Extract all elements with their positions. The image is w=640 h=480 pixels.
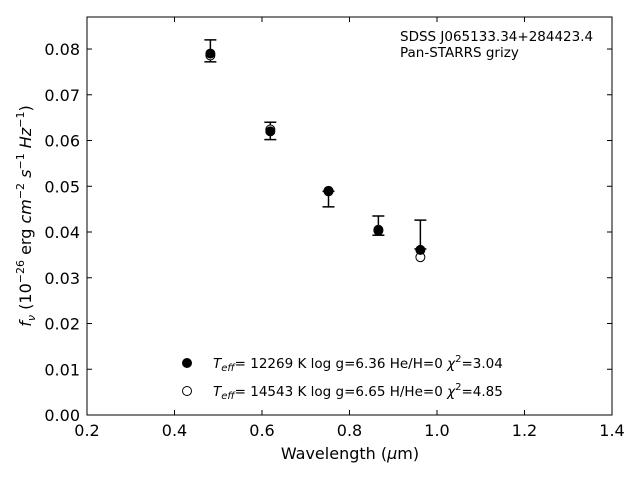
y-tick-label: 0.03 bbox=[44, 269, 80, 288]
y-tick-label: 0.04 bbox=[44, 223, 80, 242]
x-axis-ticks: 0.2 0.4 0.6 0.8 1.0 1.2 1.4 bbox=[74, 17, 625, 440]
x-axis-label: Wavelength (μm) bbox=[281, 444, 419, 463]
x-tick-label: 0.8 bbox=[337, 421, 362, 440]
data-points bbox=[205, 48, 426, 263]
x-axis-label-mu: μ bbox=[386, 444, 397, 463]
x-tick-label: 0.2 bbox=[74, 421, 99, 440]
y-tick-label: 0.07 bbox=[44, 86, 80, 105]
y-tick-label: 0.00 bbox=[44, 406, 80, 425]
legend-marker-filled bbox=[182, 358, 192, 368]
x-tick-label: 1.0 bbox=[424, 421, 449, 440]
object-name-annotation: SDSS J065133.34+284423.4 bbox=[400, 29, 593, 45]
legend-entry-2: Teff= 14543 K log g=6.65 H/He=0 χ2=4.85 bbox=[213, 382, 503, 402]
y-axis-label: fν (10−26 erg cm−2 s−1 Hz−1) bbox=[14, 105, 38, 326]
model-point-filled bbox=[205, 48, 216, 59]
x-tick-label: 1.4 bbox=[599, 421, 624, 440]
model-point-filled bbox=[373, 225, 384, 236]
survey-annotation: Pan-STARRS grizy bbox=[400, 45, 519, 61]
x-tick-label: 0.4 bbox=[162, 421, 187, 440]
model-point-filled bbox=[323, 186, 334, 197]
legend-marker-open bbox=[182, 386, 192, 396]
y-tick-label: 0.06 bbox=[44, 132, 80, 151]
legend: Teff= 12269 K log g=6.36 He/H=0 χ2=3.04 … bbox=[182, 354, 503, 402]
x-tick-label: 0.6 bbox=[249, 421, 274, 440]
legend-entry-1: Teff= 12269 K log g=6.36 He/H=0 χ2=3.04 bbox=[213, 354, 503, 374]
y-tick-label: 0.02 bbox=[44, 315, 80, 334]
y-tick-label: 0.05 bbox=[44, 177, 80, 196]
model-point-filled bbox=[415, 244, 426, 255]
y-tick-label: 0.08 bbox=[44, 40, 80, 59]
y-axis-ticks: 0.00 0.01 0.02 0.03 0.04 0.05 0.06 0.07 0.08 bbox=[44, 40, 612, 425]
model-point-filled bbox=[265, 126, 276, 137]
x-tick-label: 1.2 bbox=[512, 421, 537, 440]
x-axis-label-text: Wavelength ( bbox=[281, 444, 387, 463]
y-tick-label: 0.01 bbox=[44, 360, 80, 379]
